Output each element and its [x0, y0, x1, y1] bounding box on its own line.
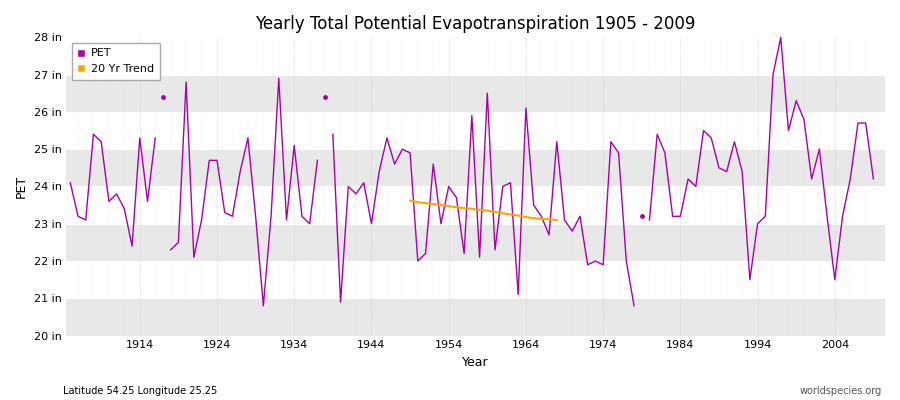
Legend: PET, 20 Yr Trend: PET, 20 Yr Trend: [72, 43, 159, 80]
Bar: [67, 149, 885, 186]
Bar: [67, 298, 885, 336]
Title: Yearly Total Potential Evapotranspiration 1905 - 2009: Yearly Total Potential Evapotranspiratio…: [256, 15, 696, 33]
Text: worldspecies.org: worldspecies.org: [800, 386, 882, 396]
Bar: [67, 224, 885, 261]
Y-axis label: PET: PET: [15, 175, 28, 198]
Text: Latitude 54.25 Longitude 25.25: Latitude 54.25 Longitude 25.25: [63, 386, 217, 396]
X-axis label: Year: Year: [463, 356, 489, 369]
Bar: [67, 75, 885, 112]
